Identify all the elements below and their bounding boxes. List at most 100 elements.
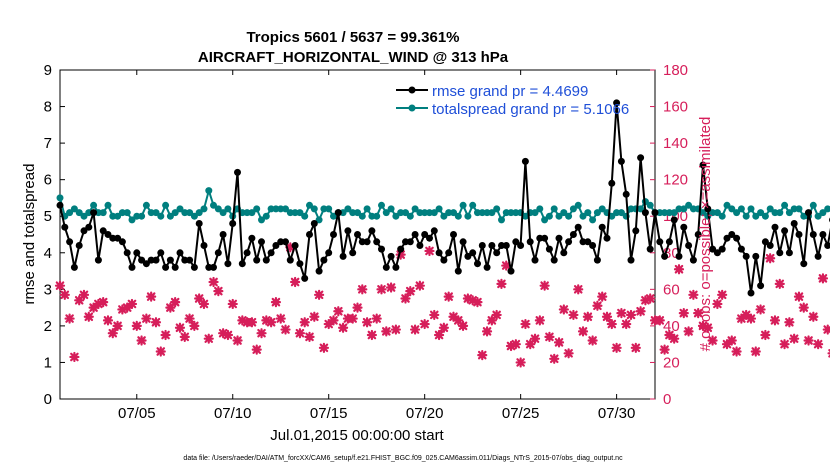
totalspread-point — [536, 205, 544, 213]
chart-subtitle: AIRCRAFT_HORIZONTAL_WIND @ 313 hPa — [198, 49, 509, 66]
obs-point — [448, 311, 459, 322]
rmse-point — [330, 231, 337, 238]
rmse-point — [85, 223, 93, 231]
obs-point — [333, 306, 344, 317]
totalspread-point — [464, 212, 472, 220]
totalspread-point — [723, 201, 731, 209]
rmse-point — [526, 238, 534, 246]
obs-point — [371, 313, 382, 324]
rmse-point — [785, 249, 793, 257]
obs-point — [726, 335, 737, 346]
rmse-point — [771, 223, 779, 231]
obs-point — [635, 306, 646, 317]
totalspread-point — [454, 212, 462, 220]
obs-point — [179, 331, 190, 342]
rmse-point — [613, 99, 621, 107]
totalspread-point — [339, 209, 347, 217]
totalspread-point — [411, 205, 419, 213]
obs-point — [731, 346, 742, 357]
y-left-tick-label: 8 — [44, 99, 52, 116]
obs-point — [338, 322, 349, 333]
obs-point — [601, 311, 613, 322]
rmse-point — [282, 238, 289, 246]
totalspread-point — [531, 209, 539, 217]
rmse-point — [363, 238, 371, 246]
rmse-point — [190, 263, 198, 271]
totalspread-point — [306, 201, 313, 209]
rmse-point — [709, 245, 717, 253]
totalspread-point — [560, 209, 568, 217]
obs-point — [160, 329, 171, 341]
totalspread-point — [90, 201, 98, 209]
rmse-point — [171, 263, 179, 271]
rmse-point — [200, 242, 208, 249]
y-left-tick-label: 3 — [44, 281, 52, 298]
obs-point — [357, 284, 368, 295]
legend-rmse-label: rmse grand pr = 4.4699 — [432, 83, 588, 100]
obs-point — [481, 326, 493, 337]
obs-point — [779, 339, 790, 350]
rmse-point — [214, 249, 222, 257]
rmse-point — [680, 223, 688, 231]
totalspread-point — [450, 209, 457, 217]
rmse-point — [80, 227, 88, 235]
totalspread-point — [310, 205, 318, 213]
rmse-point — [737, 245, 745, 253]
rmse-point — [718, 245, 726, 253]
rmse-point — [637, 154, 645, 162]
obs-point — [606, 318, 617, 330]
totalspread-point — [387, 205, 395, 213]
totalspread-point — [545, 212, 553, 220]
y-left-tick-label: 2 — [44, 318, 52, 335]
totalspread-point — [94, 209, 102, 217]
totalspread-point — [157, 212, 165, 220]
obs-point — [414, 280, 425, 291]
obs-point — [146, 291, 157, 302]
rmse-point — [728, 231, 736, 238]
totalspread-point — [521, 212, 529, 220]
totalspread-point — [790, 205, 798, 213]
totalspread-point — [512, 209, 520, 217]
totalspread-point — [584, 209, 592, 217]
totalspread-point — [752, 212, 760, 220]
obs-point — [203, 333, 214, 344]
totalspread-point — [646, 201, 654, 209]
obs-point — [150, 317, 162, 328]
rmse-point — [301, 274, 309, 282]
totalspread-point — [301, 212, 309, 220]
obs-point — [774, 278, 785, 289]
rmse-point — [392, 263, 400, 271]
rmse-point — [598, 223, 606, 231]
obs-point — [54, 280, 66, 291]
obs-point — [184, 313, 195, 324]
totalspread-point — [737, 205, 745, 213]
totalspread-point — [291, 209, 299, 217]
rmse-point — [699, 161, 707, 169]
obs-point — [400, 293, 411, 304]
rmse-point — [238, 260, 246, 268]
totalspread-point — [56, 194, 64, 202]
totalspread-point — [776, 209, 784, 217]
rmse-point — [742, 252, 750, 260]
obs-point — [793, 291, 805, 302]
totalspread-point — [445, 209, 453, 217]
rmse-point — [210, 263, 217, 271]
rmse-point — [70, 263, 78, 271]
obs-point — [93, 298, 104, 310]
totalspread-point — [80, 212, 88, 220]
obs-point — [529, 333, 541, 344]
y-right-tick-label: 180 — [663, 62, 688, 79]
rmse-point — [248, 234, 256, 242]
y-right-tick-label: 60 — [663, 281, 680, 298]
obs-point — [745, 313, 757, 324]
obs-point — [597, 291, 608, 302]
rmse-point — [229, 220, 237, 227]
rmse-point — [157, 249, 165, 257]
obs-point — [803, 335, 814, 346]
totalspread-point — [219, 209, 227, 217]
obs-point — [381, 326, 392, 337]
rmse-point — [757, 282, 765, 290]
totalspread-point — [162, 201, 170, 209]
rmse-point — [622, 190, 630, 198]
rmse-point — [162, 263, 170, 271]
